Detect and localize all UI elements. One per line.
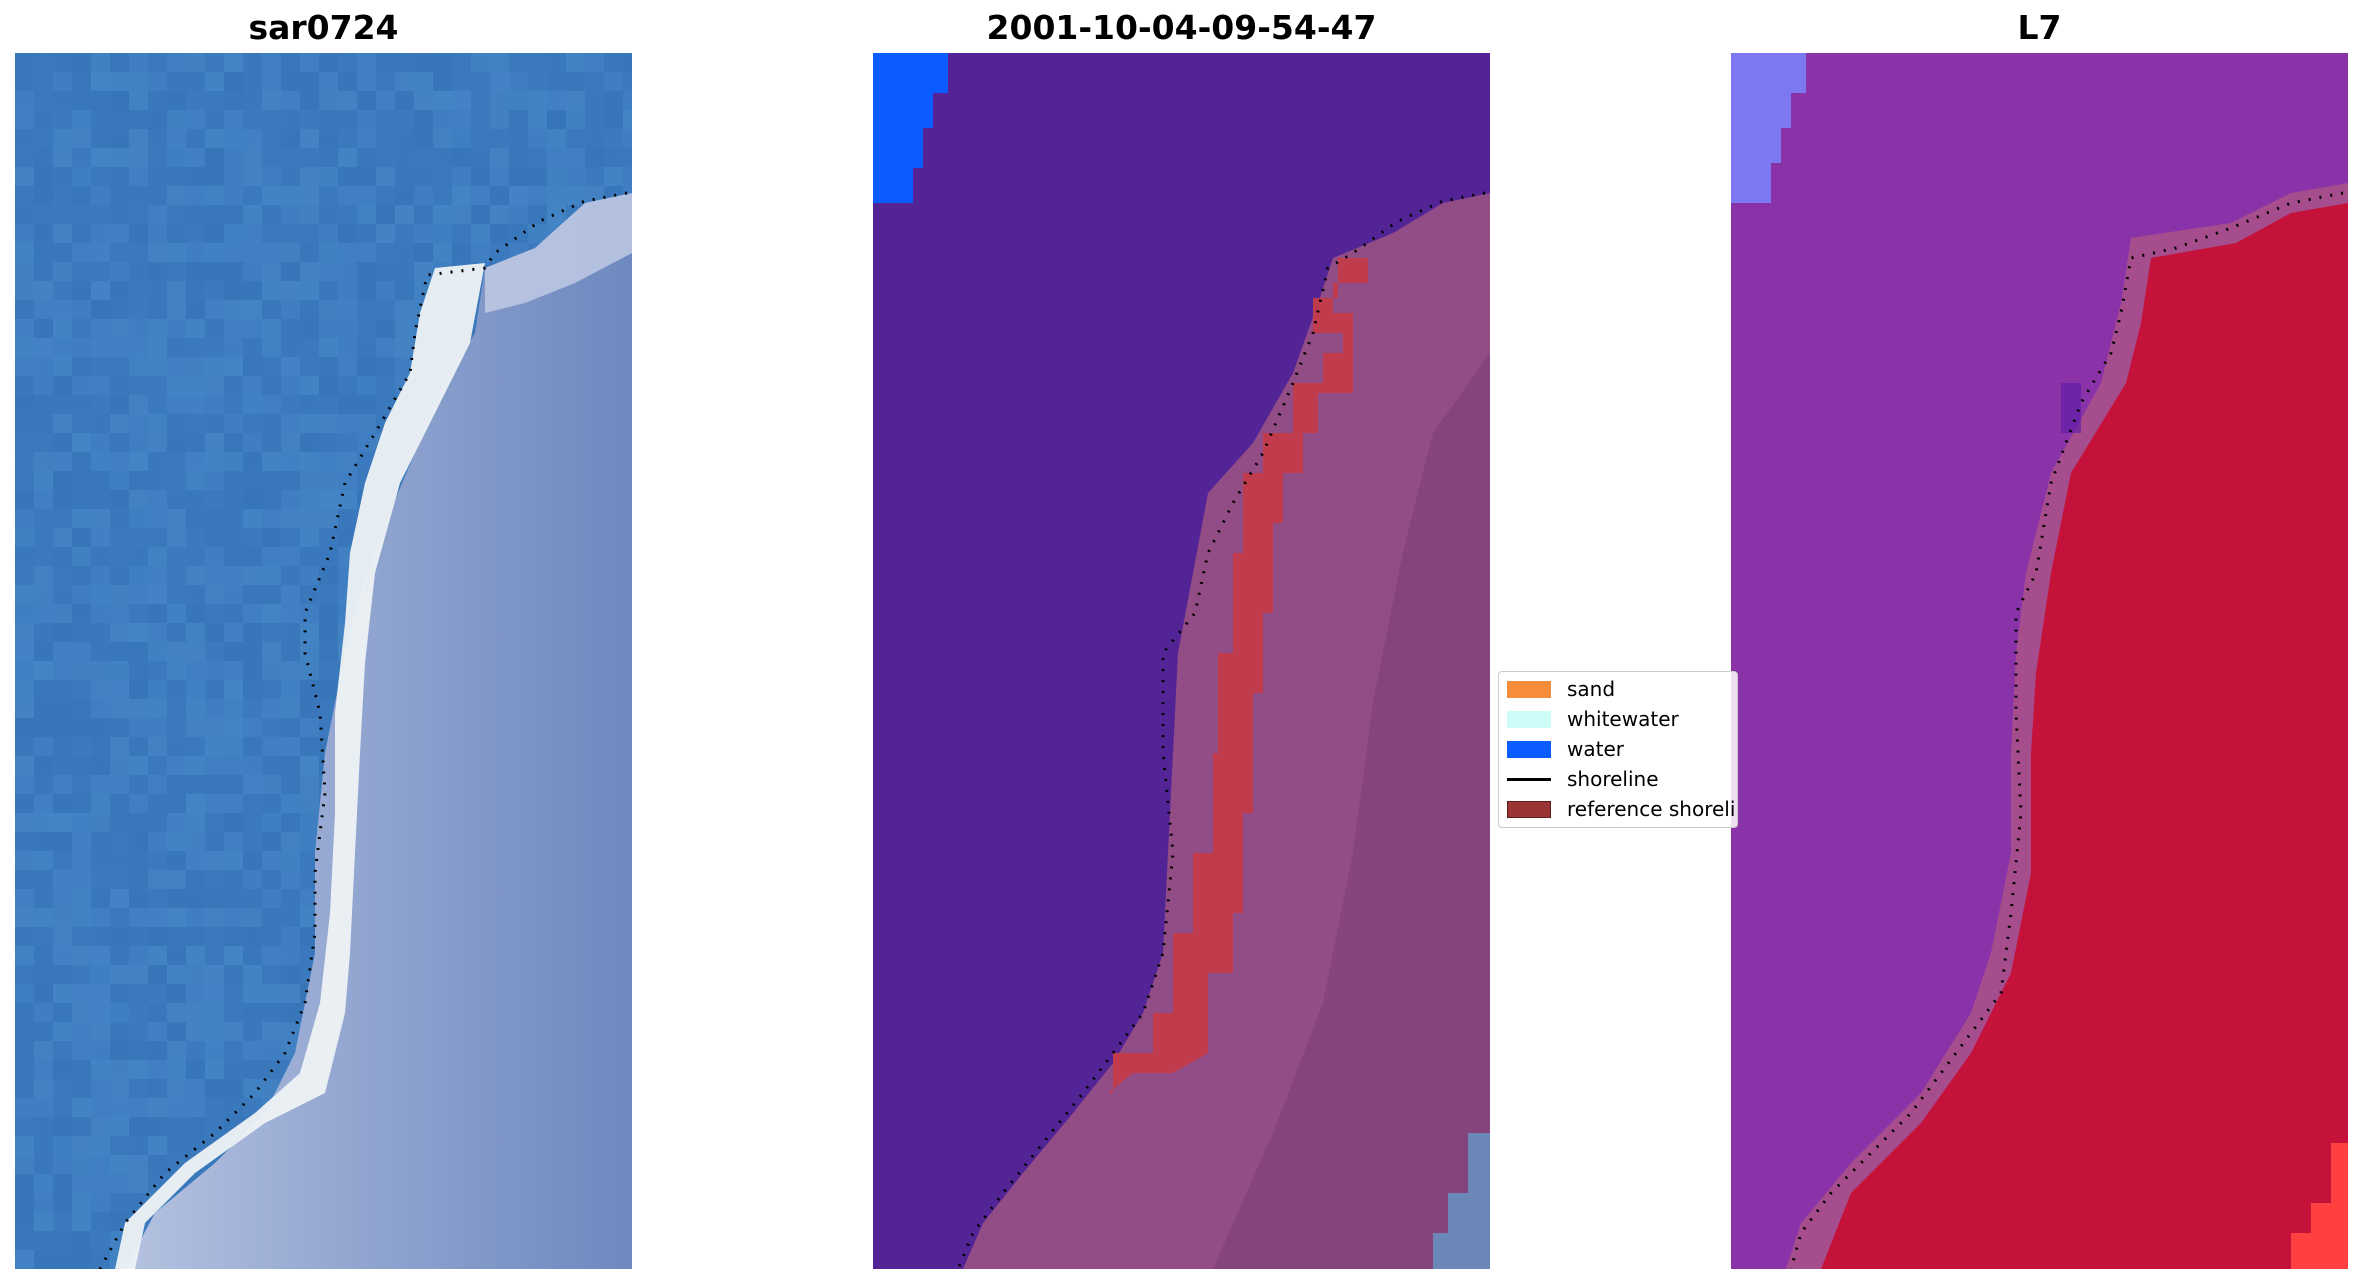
legend-item-water: water [1507, 737, 1624, 761]
legend-label-whitewater: whitewater [1567, 707, 1679, 731]
panel-title-3: L7 [2017, 8, 2062, 47]
index-image [1731, 53, 2348, 1269]
legend-item-sand: sand [1507, 677, 1615, 701]
panel-title-1: sar0724 [248, 8, 399, 47]
panel-title-2: 2001-10-04-09-54-47 [986, 8, 1377, 47]
legend-item-reference-shoreline-buffer: reference shoreline buffer [1507, 797, 1737, 821]
legend-swatch-reference-shoreline-buffer [1507, 800, 1551, 818]
legend-item-shoreline: shoreline [1507, 767, 1659, 791]
legend-item-whitewater: whitewater [1507, 707, 1679, 731]
classified-image [873, 53, 1490, 1269]
legend-swatch-sand [1507, 680, 1551, 698]
legend-swatch-whitewater [1507, 710, 1551, 728]
legend-label-water: water [1567, 737, 1624, 761]
legend-swatch-shoreline [1507, 777, 1551, 781]
legend-swatch-water [1507, 740, 1551, 758]
legend-label-reference-shoreline-buffer: reference shoreline buffer [1567, 797, 1737, 821]
legend-label-shoreline: shoreline [1567, 767, 1659, 791]
legend: sand whitewater water shoreline referenc… [1498, 671, 1738, 828]
legend-label-sand: sand [1567, 677, 1616, 701]
rgb-satellite-image [15, 53, 632, 1269]
